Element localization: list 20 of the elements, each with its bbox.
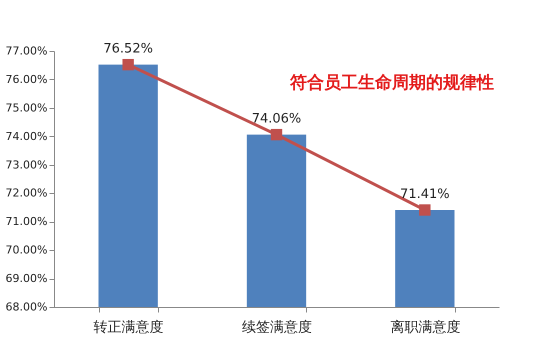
y-tick-label: 73.00%	[6, 158, 48, 172]
data-label: 74.06%	[252, 112, 302, 127]
y-tick-label: 72.00%	[6, 186, 48, 200]
point	[122, 58, 134, 70]
y-tick-label: 77.00%	[6, 44, 48, 58]
point	[270, 128, 282, 140]
x-tick-label: 续签满意度	[242, 320, 312, 336]
x-tick-label: 离职满意度	[390, 320, 460, 336]
y-tick-label: 68.00%	[6, 300, 48, 314]
data-label: 76.52%	[103, 42, 153, 57]
y-tick-label: 71.00%	[6, 215, 48, 228]
y-tick-label: 76.00%	[6, 72, 48, 86]
y-tick-label: 74.00%	[6, 130, 48, 143]
annotation: 符合员工生命周期的规律性	[289, 73, 494, 93]
y-tick-label: 70.00%	[6, 244, 48, 257]
y-tick-label: 69.00%	[6, 272, 48, 286]
y-tick-label: 75.00%	[6, 101, 48, 114]
x-tick-label: 转正满意度	[94, 320, 164, 336]
data-label: 71.41%	[400, 187, 450, 202]
point	[419, 204, 431, 216]
